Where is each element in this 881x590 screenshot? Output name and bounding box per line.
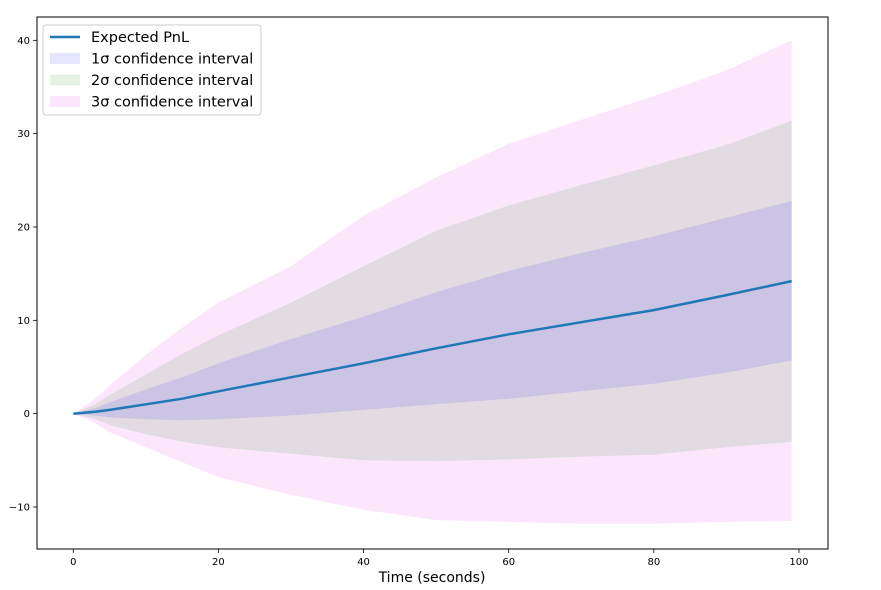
legend-label-expected-pnl: Expected PnL: [91, 30, 189, 46]
3sigma-confidence-interval-band: [73, 40, 792, 524]
x-tick-label: 0: [70, 557, 76, 568]
plot-frame: [36, 16, 829, 550]
series-lines: [73, 279, 792, 415]
legend-label-1sigma-confidence-interval: 1σ confidence interval: [91, 52, 253, 68]
y-tick-label: 30: [17, 129, 30, 140]
legend-label-2sigma-confidence-interval: 2σ confidence interval: [91, 73, 253, 89]
x-axis-label: Time (seconds): [378, 570, 486, 586]
y-tick-label: 20: [17, 223, 30, 234]
legend: Expected PnL 1σ confidence interval 2σ con…: [42, 24, 262, 116]
legend-label-3sigma-confidence-interval: 3σ confidence interval: [91, 95, 253, 111]
legend-swatch-3sigma-confidence-interval: [50, 96, 80, 107]
legend-swatch-1sigma-confidence-interval: [50, 53, 80, 64]
x-tick-label: 100: [789, 557, 808, 568]
y-tick-label: −10: [9, 503, 30, 514]
y-tick-label: 10: [17, 316, 30, 327]
y-tick-label: 40: [17, 36, 30, 47]
expected-pnl-line: [73, 279, 792, 415]
x-tick-label: 60: [502, 557, 515, 568]
2sigma-confidence-interval-band: [73, 120, 792, 462]
1sigma-confidence-interval-band: [73, 200, 792, 421]
legend-box: [42, 24, 262, 116]
x-tick-label: 40: [357, 557, 370, 568]
legend-swatch-2sigma-confidence-interval: [50, 74, 80, 86]
x-axis-ticks: 0 20 40 60 80 100: [70, 549, 809, 568]
confidence-bands: [73, 40, 792, 524]
x-tick-label: 20: [212, 557, 225, 568]
y-tick-label: 0: [24, 409, 30, 420]
y-axis-ticks: −10 0 10 20 30 40: [9, 36, 37, 514]
x-tick-label: 80: [647, 557, 660, 568]
